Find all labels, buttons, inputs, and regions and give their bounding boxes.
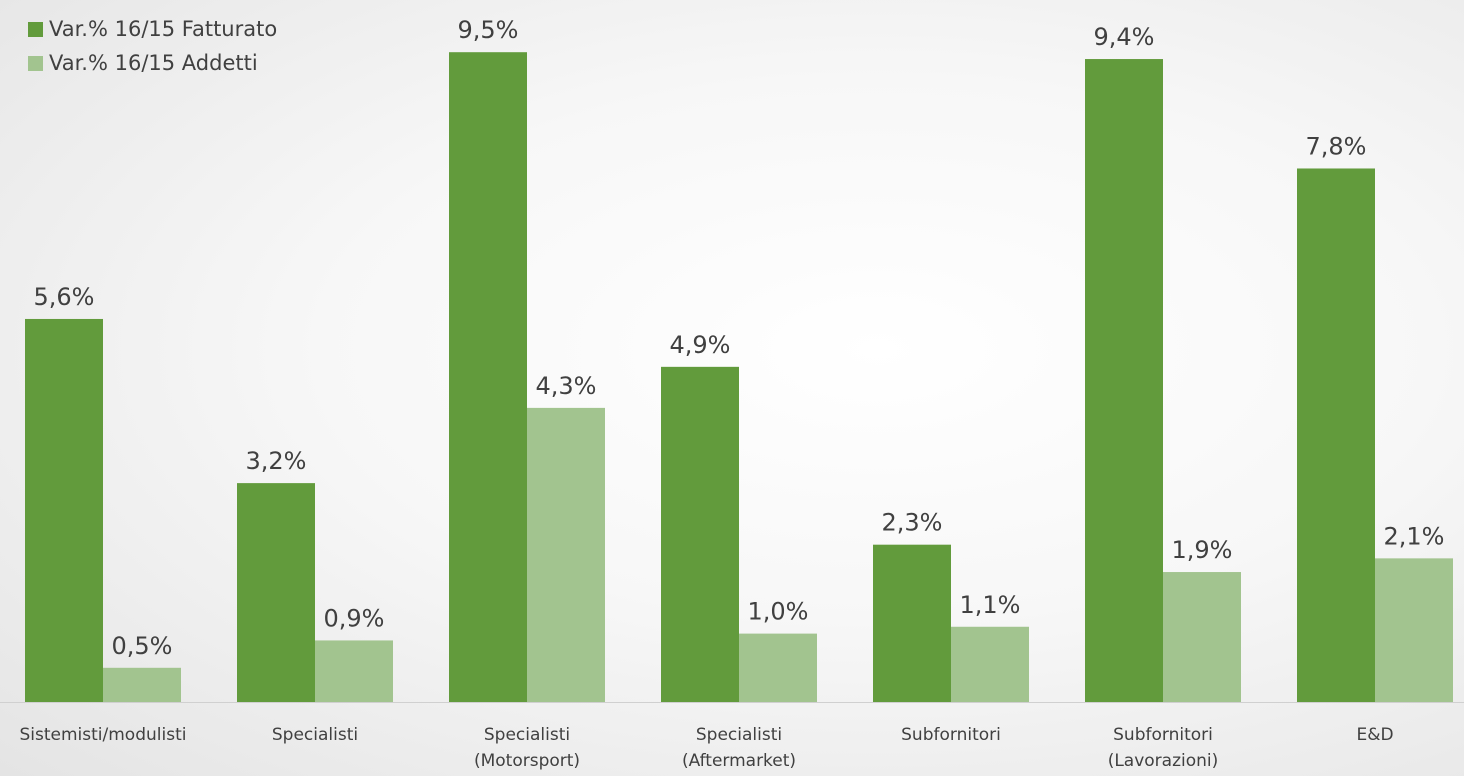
data-label-fatturato-5: 9,4% bbox=[1094, 23, 1155, 51]
category-label-line-1-0: Specialisti bbox=[272, 725, 358, 745]
category-label-3: Specialisti (Aftermarket) bbox=[682, 725, 796, 771]
data-label-addetti-0: 0,5% bbox=[112, 632, 173, 660]
bar-fatturato-3 bbox=[661, 366, 739, 702]
bar-fatturato-2 bbox=[449, 52, 527, 702]
data-label-fatturato-2: 9,5% bbox=[458, 16, 519, 44]
data-label-addetti-3: 1,0% bbox=[748, 598, 809, 626]
bar-addetti-1 bbox=[315, 640, 393, 702]
category-label-4: Subfornitori bbox=[901, 725, 1001, 745]
bar-addetti-5 bbox=[1163, 572, 1241, 702]
legend-label-addetti: Var.% 16/15 Addetti bbox=[49, 51, 258, 75]
legend-swatch-addetti bbox=[28, 55, 43, 71]
data-label-addetti-1: 0,9% bbox=[324, 604, 385, 632]
category-label-1: Specialisti bbox=[272, 725, 358, 745]
category-label-line-4-0: Subfornitori bbox=[901, 725, 1001, 745]
category-label-line-5-0: Subfornitori bbox=[1113, 725, 1213, 745]
bar-addetti-4 bbox=[951, 626, 1029, 702]
data-label-addetti-4: 1,1% bbox=[960, 591, 1021, 619]
bar-addetti-6 bbox=[1375, 558, 1453, 702]
category-label-line-2-0: Specialisti bbox=[484, 725, 570, 745]
category-label-line-3-0: Specialisti bbox=[696, 725, 782, 745]
bar-fatturato-1 bbox=[237, 483, 315, 702]
bar-addetti-0 bbox=[103, 667, 181, 702]
data-label-fatturato-4: 2,3% bbox=[882, 509, 943, 537]
data-label-fatturato-0: 5,6% bbox=[34, 283, 95, 311]
bar-fatturato-4 bbox=[873, 544, 951, 702]
category-label-5: Subfornitori (Lavorazioni) bbox=[1108, 725, 1219, 771]
data-label-fatturato-6: 7,8% bbox=[1306, 132, 1367, 160]
category-label-line-0-0: Sistemisti/modulisti bbox=[20, 725, 187, 745]
category-label-2: Specialisti (Motorsport) bbox=[474, 725, 580, 771]
data-label-addetti-2: 4,3% bbox=[536, 372, 597, 400]
bar-addetti-2 bbox=[527, 407, 605, 702]
bar-fatturato-5 bbox=[1085, 59, 1163, 703]
category-label-line-5-1: (Lavorazioni) bbox=[1108, 751, 1219, 771]
bar-fatturato-6 bbox=[1297, 168, 1375, 703]
data-label-addetti-5: 1,9% bbox=[1172, 536, 1233, 564]
bar-addetti-3 bbox=[739, 633, 817, 702]
legend: Var.% 16/15 Fatturato Var.% 16/15 Addett… bbox=[28, 12, 277, 80]
legend-item-fatturato: Var.% 16/15 Fatturato bbox=[28, 12, 277, 46]
category-label-line-2-1: (Motorsport) bbox=[474, 751, 580, 771]
data-label-fatturato-1: 3,2% bbox=[246, 447, 307, 475]
data-label-addetti-6: 2,1% bbox=[1384, 522, 1445, 550]
data-label-fatturato-3: 4,9% bbox=[670, 331, 731, 359]
category-label-6: E&D bbox=[1356, 725, 1393, 745]
category-label-line-6-0: E&D bbox=[1356, 725, 1393, 745]
legend-swatch-fatturato bbox=[28, 21, 43, 37]
bar-fatturato-0 bbox=[25, 318, 103, 702]
legend-item-addetti: Var.% 16/15 Addetti bbox=[28, 46, 277, 80]
category-label-line-3-1: (Aftermarket) bbox=[682, 751, 796, 771]
category-label-0: Sistemisti/modulisti bbox=[20, 725, 187, 745]
legend-label-fatturato: Var.% 16/15 Fatturato bbox=[49, 17, 278, 41]
